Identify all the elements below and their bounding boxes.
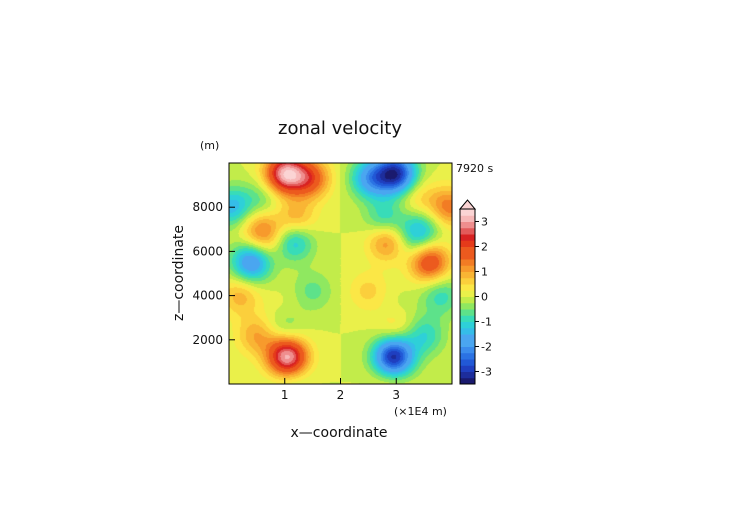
colorbar-segment bbox=[460, 321, 475, 329]
colorbar-tick-label: -1 bbox=[481, 316, 492, 329]
colorbar-segment bbox=[460, 315, 475, 322]
colorbar-segment bbox=[460, 302, 475, 310]
colorbar-segment bbox=[460, 246, 475, 254]
x-tick-label: 2 bbox=[337, 388, 345, 402]
colorbar-tick-label: 3 bbox=[481, 216, 488, 229]
y-axis-ticks: 2000 4000 6000 8000 bbox=[192, 200, 235, 347]
colorbar-segment bbox=[460, 334, 475, 341]
chart-title: zonal velocity bbox=[278, 118, 402, 139]
colorbar-segment bbox=[460, 240, 475, 247]
colorbar-tick-label: 2 bbox=[481, 241, 488, 254]
colorbar-segment bbox=[460, 327, 475, 335]
contour-fill bbox=[229, 163, 452, 384]
colorbar-segment bbox=[460, 215, 475, 222]
colorbar-segment bbox=[460, 234, 475, 241]
y-axis-label: z—coordinate bbox=[171, 225, 187, 321]
colorbar-segment bbox=[460, 352, 475, 360]
y-tick-label: 2000 bbox=[192, 333, 223, 347]
colorbar-segment bbox=[460, 259, 475, 266]
colorbar-tick-label: 0 bbox=[481, 291, 488, 304]
colorbar-tick-label: -3 bbox=[481, 366, 492, 379]
colorbar-segment bbox=[460, 284, 475, 291]
colorbar-segment bbox=[460, 296, 475, 304]
colorbar-segment bbox=[460, 365, 475, 372]
y-tick-label: 8000 bbox=[192, 200, 223, 214]
colorbar-segment bbox=[460, 309, 475, 316]
colorbar-tick-label: 1 bbox=[481, 266, 488, 279]
colorbar-segment bbox=[460, 290, 475, 297]
colorbar-tick-label: -2 bbox=[481, 341, 492, 354]
colorbar-segment bbox=[460, 227, 475, 235]
colorbar-extend-arrow bbox=[458, 199, 477, 210]
colorbar-segment bbox=[460, 371, 475, 379]
colorbar-segment bbox=[460, 340, 475, 347]
colorbar: -3 -2 -1 0 1 2 3 bbox=[458, 199, 492, 385]
y-tick-label: 4000 bbox=[192, 289, 223, 303]
colorbar-segment bbox=[460, 252, 475, 260]
colorbar-segment bbox=[460, 359, 475, 366]
colorbar-segment bbox=[460, 377, 475, 385]
x-tick-label: 1 bbox=[281, 388, 289, 402]
colorbar-segment bbox=[460, 277, 475, 285]
contour-field bbox=[229, 163, 452, 384]
y-unit-label: (m) bbox=[200, 139, 219, 152]
colorbar-segment bbox=[460, 209, 475, 216]
x-axis-ticks: 1 2 3 bbox=[281, 378, 400, 402]
colorbar-segment bbox=[460, 265, 475, 272]
x-unit-label: (×1E4 m) bbox=[394, 405, 447, 418]
colorbar-segment bbox=[460, 221, 475, 229]
x-tick-label: 3 bbox=[392, 388, 400, 402]
y-tick-label: 6000 bbox=[192, 244, 223, 258]
colorbar-segment bbox=[460, 346, 475, 354]
colorbar-segment bbox=[460, 271, 475, 279]
time-label: 7920 s bbox=[456, 162, 493, 175]
x-axis-label: x—coordinate bbox=[291, 425, 388, 441]
